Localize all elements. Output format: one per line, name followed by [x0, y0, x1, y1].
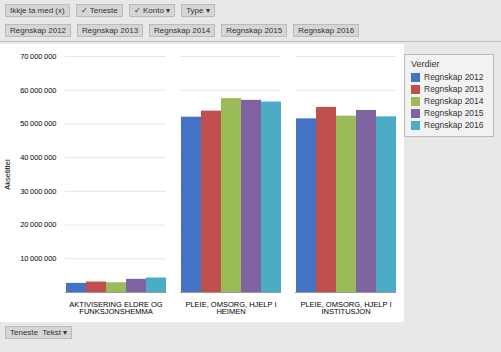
svg-text:20 000 000: 20 000 000 — [20, 220, 56, 229]
svg-text:50 000 000: 50 000 000 — [20, 119, 56, 128]
svg-text:40 000 000: 40 000 000 — [20, 153, 56, 162]
html-text:Regnskap 2012: Regnskap 2012 — [10, 25, 66, 35]
html-text:Ikkje ta med (x): Ikkje ta med (x) — [10, 5, 65, 15]
svg-text:Aksetittel: Aksetittel — [3, 159, 12, 190]
html-text:Regnskap 2014: Regnskap 2014 — [424, 96, 484, 106]
svg-text:60 000 000: 60 000 000 — [20, 86, 56, 95]
html-text:Type ▾: Type ▾ — [186, 5, 210, 15]
svg-text:PLEIE, OMSORG, HJELP IHEIMEN: PLEIE, OMSORG, HJELP IHEIMEN — [185, 300, 276, 317]
html-text:Regnskap 2013: Regnskap 2013 — [424, 84, 484, 94]
svg-text:PLEIE, OMSORG, HJELP IINSTITUS: PLEIE, OMSORG, HJELP IINSTITUSJON — [300, 300, 391, 317]
html-text:Regnskap 2015: Regnskap 2015 — [226, 25, 283, 35]
html-text:✓ Konto ▾: ✓ Konto ▾ — [133, 5, 171, 15]
html-text:Regnskap 2016: Regnskap 2016 — [424, 120, 484, 130]
html-text:Regnskap 2014: Regnskap 2014 — [154, 25, 211, 35]
html-text:Teneste Tekst ▾: Teneste Tekst ▾ — [10, 327, 68, 337]
svg-text:30 000 000: 30 000 000 — [20, 187, 56, 196]
html-text:✓ Teneste: ✓ Teneste — [80, 5, 118, 15]
html-text:Regnskap 2012: Regnskap 2012 — [424, 72, 484, 82]
html-text:Verdier: Verdier — [411, 59, 440, 69]
html-text:Regnskap 2016: Regnskap 2016 — [298, 25, 355, 35]
svg-text:10 000 000: 10 000 000 — [20, 254, 56, 263]
html-text:Regnskap 2015: Regnskap 2015 — [424, 108, 484, 118]
html-text:Regnskap 2013: Regnskap 2013 — [82, 25, 139, 35]
svg-text:AKTIVISERING ELDRE OGFUNKSJONS: AKTIVISERING ELDRE OGFUNKSJONSHEMMA — [69, 300, 163, 317]
svg-text:70 000 000: 70 000 000 — [20, 52, 56, 61]
